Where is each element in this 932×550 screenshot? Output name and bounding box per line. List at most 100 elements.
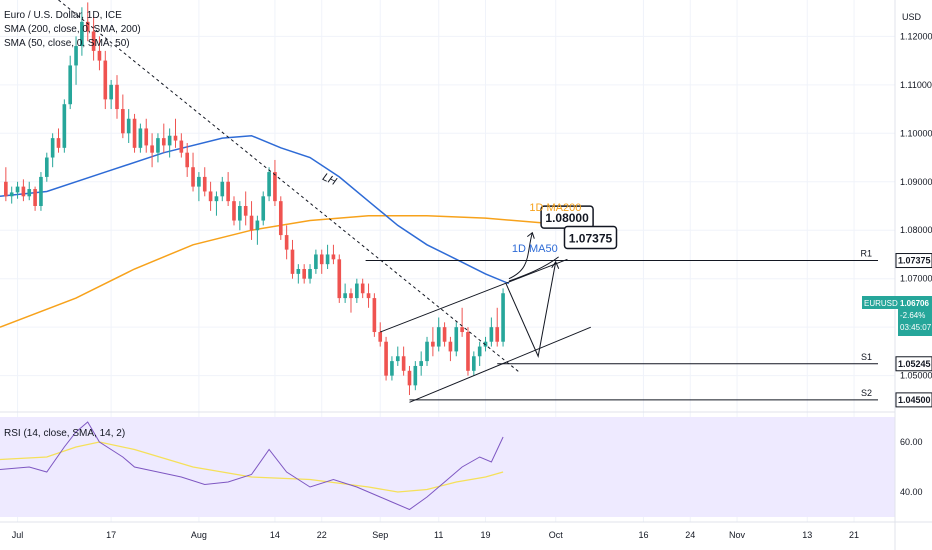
candle[interactable] [384,336,388,381]
candle[interactable] [115,75,119,119]
breakout-arrow[interactable] [508,232,533,280]
candle[interactable] [302,264,306,284]
channel-upper-line[interactable] [380,258,568,333]
channel-arrow[interactable] [508,256,559,282]
candle[interactable] [466,327,470,376]
candle[interactable] [390,356,394,381]
candle[interactable] [395,346,400,366]
candle[interactable] [138,123,143,153]
candle[interactable] [33,186,37,211]
candle[interactable] [220,176,225,202]
candle[interactable] [103,50,108,110]
drawings[interactable]: LH R1 S1 S2 1.08000 1.07375 1D MA200 1D MA50 [58,0,878,403]
candle[interactable] [372,293,377,337]
candle[interactable] [454,322,459,357]
candle[interactable] [501,288,505,347]
candle[interactable] [9,186,14,204]
candle[interactable] [343,283,347,303]
candle[interactable] [44,152,49,182]
candles[interactable] [4,2,505,396]
candle[interactable] [68,55,73,110]
candle[interactable] [278,196,283,240]
candle[interactable] [144,118,149,153]
candle[interactable] [191,152,195,192]
candle[interactable] [179,133,184,158]
candle[interactable] [448,336,453,362]
candle[interactable] [290,239,295,279]
indicator-sma50[interactable]: SMA (50, close, 0, SMA, 50) [4,38,130,49]
candle[interactable] [360,278,365,299]
rsi-ma-line[interactable] [0,441,504,493]
candle[interactable] [325,244,330,270]
target-callout-2[interactable]: 1.07375 [563,225,618,250]
candle[interactable] [349,288,353,313]
candle[interactable] [91,16,96,61]
candle[interactable] [50,133,55,168]
sma50-line[interactable] [0,134,510,285]
candle[interactable] [431,327,435,357]
candle[interactable] [232,196,236,226]
candle[interactable] [273,159,277,206]
candle[interactable] [97,36,102,71]
candle[interactable] [208,181,213,211]
candle[interactable] [308,264,312,284]
candle[interactable] [167,128,172,158]
candle[interactable] [413,361,418,391]
candle[interactable] [483,336,488,352]
candle[interactable] [156,133,160,163]
target-callout-1[interactable]: 1.08000 [540,205,594,229]
candle[interactable] [261,191,266,226]
candle[interactable] [419,351,423,376]
candle[interactable] [27,181,32,201]
candle[interactable] [21,179,26,202]
candle[interactable] [243,191,248,226]
candle[interactable] [407,365,412,396]
candle[interactable] [331,244,336,265]
projection-path[interactable] [505,261,557,358]
rsi-legend[interactable]: RSI (14, close, SMA, 14, 2) [4,428,126,439]
candle[interactable] [74,36,78,85]
candle[interactable] [425,336,429,366]
candle[interactable] [62,99,67,153]
candle[interactable] [39,172,43,211]
candle[interactable] [355,278,359,303]
symbol-title[interactable]: Euro / U.S. Dollar, 1D, ICE [4,10,122,21]
indicator-sma200[interactable]: SMA (200, close, 0, SMA, 200) [4,24,141,35]
candle[interactable] [185,142,190,177]
candle[interactable] [132,113,137,153]
candle[interactable] [267,167,271,202]
candle[interactable] [80,7,84,56]
candle[interactable] [284,225,289,260]
candle[interactable] [442,322,447,347]
candle[interactable] [314,249,318,274]
candle[interactable] [460,307,464,337]
candle[interactable] [85,2,90,42]
candle[interactable] [56,128,61,153]
candle[interactable] [319,249,324,274]
candle[interactable] [249,201,254,240]
candle[interactable] [238,201,242,231]
time-axis[interactable]: Jul 17 Aug 14 22 Sep 11 19 Oct 16 24 Nov 13 21 [12,530,859,540]
candle[interactable] [495,307,500,347]
candle[interactable] [150,133,154,168]
candle[interactable] [472,351,476,376]
candle[interactable] [109,79,113,110]
channel-lower-line[interactable] [409,326,592,403]
candle[interactable] [161,123,166,153]
candle[interactable] [378,322,383,347]
candle[interactable] [214,191,219,216]
candle[interactable] [477,341,482,366]
rsi-line[interactable] [0,421,504,511]
candle[interactable] [489,317,494,347]
candle[interactable] [197,172,201,202]
candle[interactable] [126,109,131,143]
candle[interactable] [173,118,178,148]
candle[interactable] [4,167,8,202]
candle[interactable] [436,317,441,352]
candle[interactable] [366,283,371,308]
candle[interactable] [121,94,125,139]
candle[interactable] [255,215,260,245]
candle[interactable] [226,172,230,206]
candle[interactable] [202,167,207,197]
